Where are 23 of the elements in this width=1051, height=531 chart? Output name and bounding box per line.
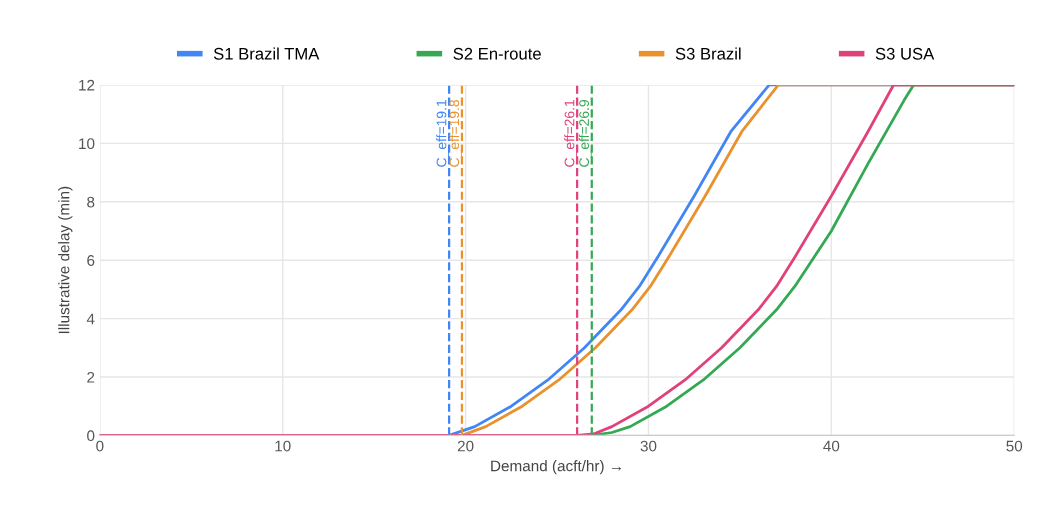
ref-line-label: C_eff=19.8 bbox=[449, 99, 462, 167]
x-tick-label: 10 bbox=[275, 440, 291, 452]
legend-label: S3 Brazil bbox=[675, 47, 741, 60]
y-tick-label: 10 bbox=[79, 138, 95, 150]
x-tick-label: 20 bbox=[457, 440, 474, 452]
y-tick-label: 4 bbox=[86, 313, 95, 325]
x-tick-label: 0 bbox=[96, 440, 104, 452]
legend-label: S3 USA bbox=[875, 47, 935, 60]
ref-line-label: C_eff=26.9 bbox=[578, 99, 592, 167]
x-tick-label: 50 bbox=[1006, 440, 1023, 452]
y-tick-label: 8 bbox=[87, 196, 95, 208]
y-tick-label: 2 bbox=[87, 371, 95, 383]
x-tick-label: 30 bbox=[640, 440, 657, 452]
ref-line-label: C_eff=19.1 bbox=[436, 100, 450, 167]
legend-label: S1 Brazil TMA bbox=[213, 47, 320, 60]
legend-label: S2 En-route bbox=[453, 47, 541, 60]
ref-line-label: C_eff=26.1 bbox=[564, 100, 578, 167]
y-axis-title: Illustrative delay (min) bbox=[58, 186, 73, 334]
y-tick-label: 12 bbox=[79, 79, 95, 91]
y-tick-label: 6 bbox=[87, 255, 95, 266]
x-axis-title: Demand (acft/hr) → bbox=[491, 460, 621, 475]
y-tick-label: 0 bbox=[87, 430, 95, 442]
x-tick-label: 40 bbox=[823, 440, 840, 452]
